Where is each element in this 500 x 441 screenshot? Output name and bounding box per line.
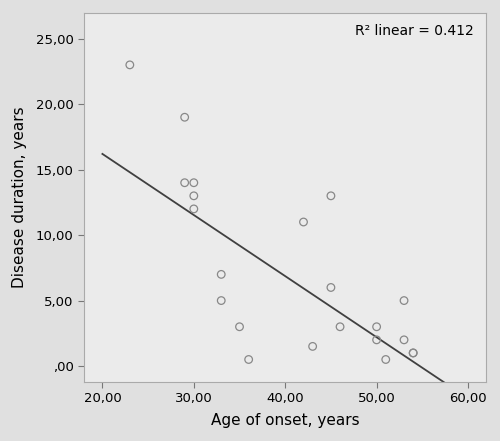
- Point: [236, 323, 244, 330]
- Y-axis label: Disease duration, years: Disease duration, years: [12, 106, 28, 288]
- Text: R² linear = 0.412: R² linear = 0.412: [356, 23, 474, 37]
- Point: [372, 323, 380, 330]
- Point: [190, 192, 198, 199]
- Point: [372, 336, 380, 344]
- Point: [126, 61, 134, 68]
- Point: [217, 271, 225, 278]
- Point: [308, 343, 316, 350]
- Point: [336, 323, 344, 330]
- Point: [180, 114, 188, 121]
- Point: [400, 336, 408, 344]
- Point: [244, 356, 252, 363]
- Point: [327, 192, 335, 199]
- Point: [190, 179, 198, 186]
- Point: [300, 218, 308, 225]
- Point: [327, 284, 335, 291]
- Point: [382, 356, 390, 363]
- Point: [217, 297, 225, 304]
- Point: [400, 297, 408, 304]
- Point: [409, 349, 417, 356]
- X-axis label: Age of onset, years: Age of onset, years: [211, 414, 360, 429]
- Point: [180, 179, 188, 186]
- Point: [409, 349, 417, 356]
- Point: [190, 206, 198, 213]
